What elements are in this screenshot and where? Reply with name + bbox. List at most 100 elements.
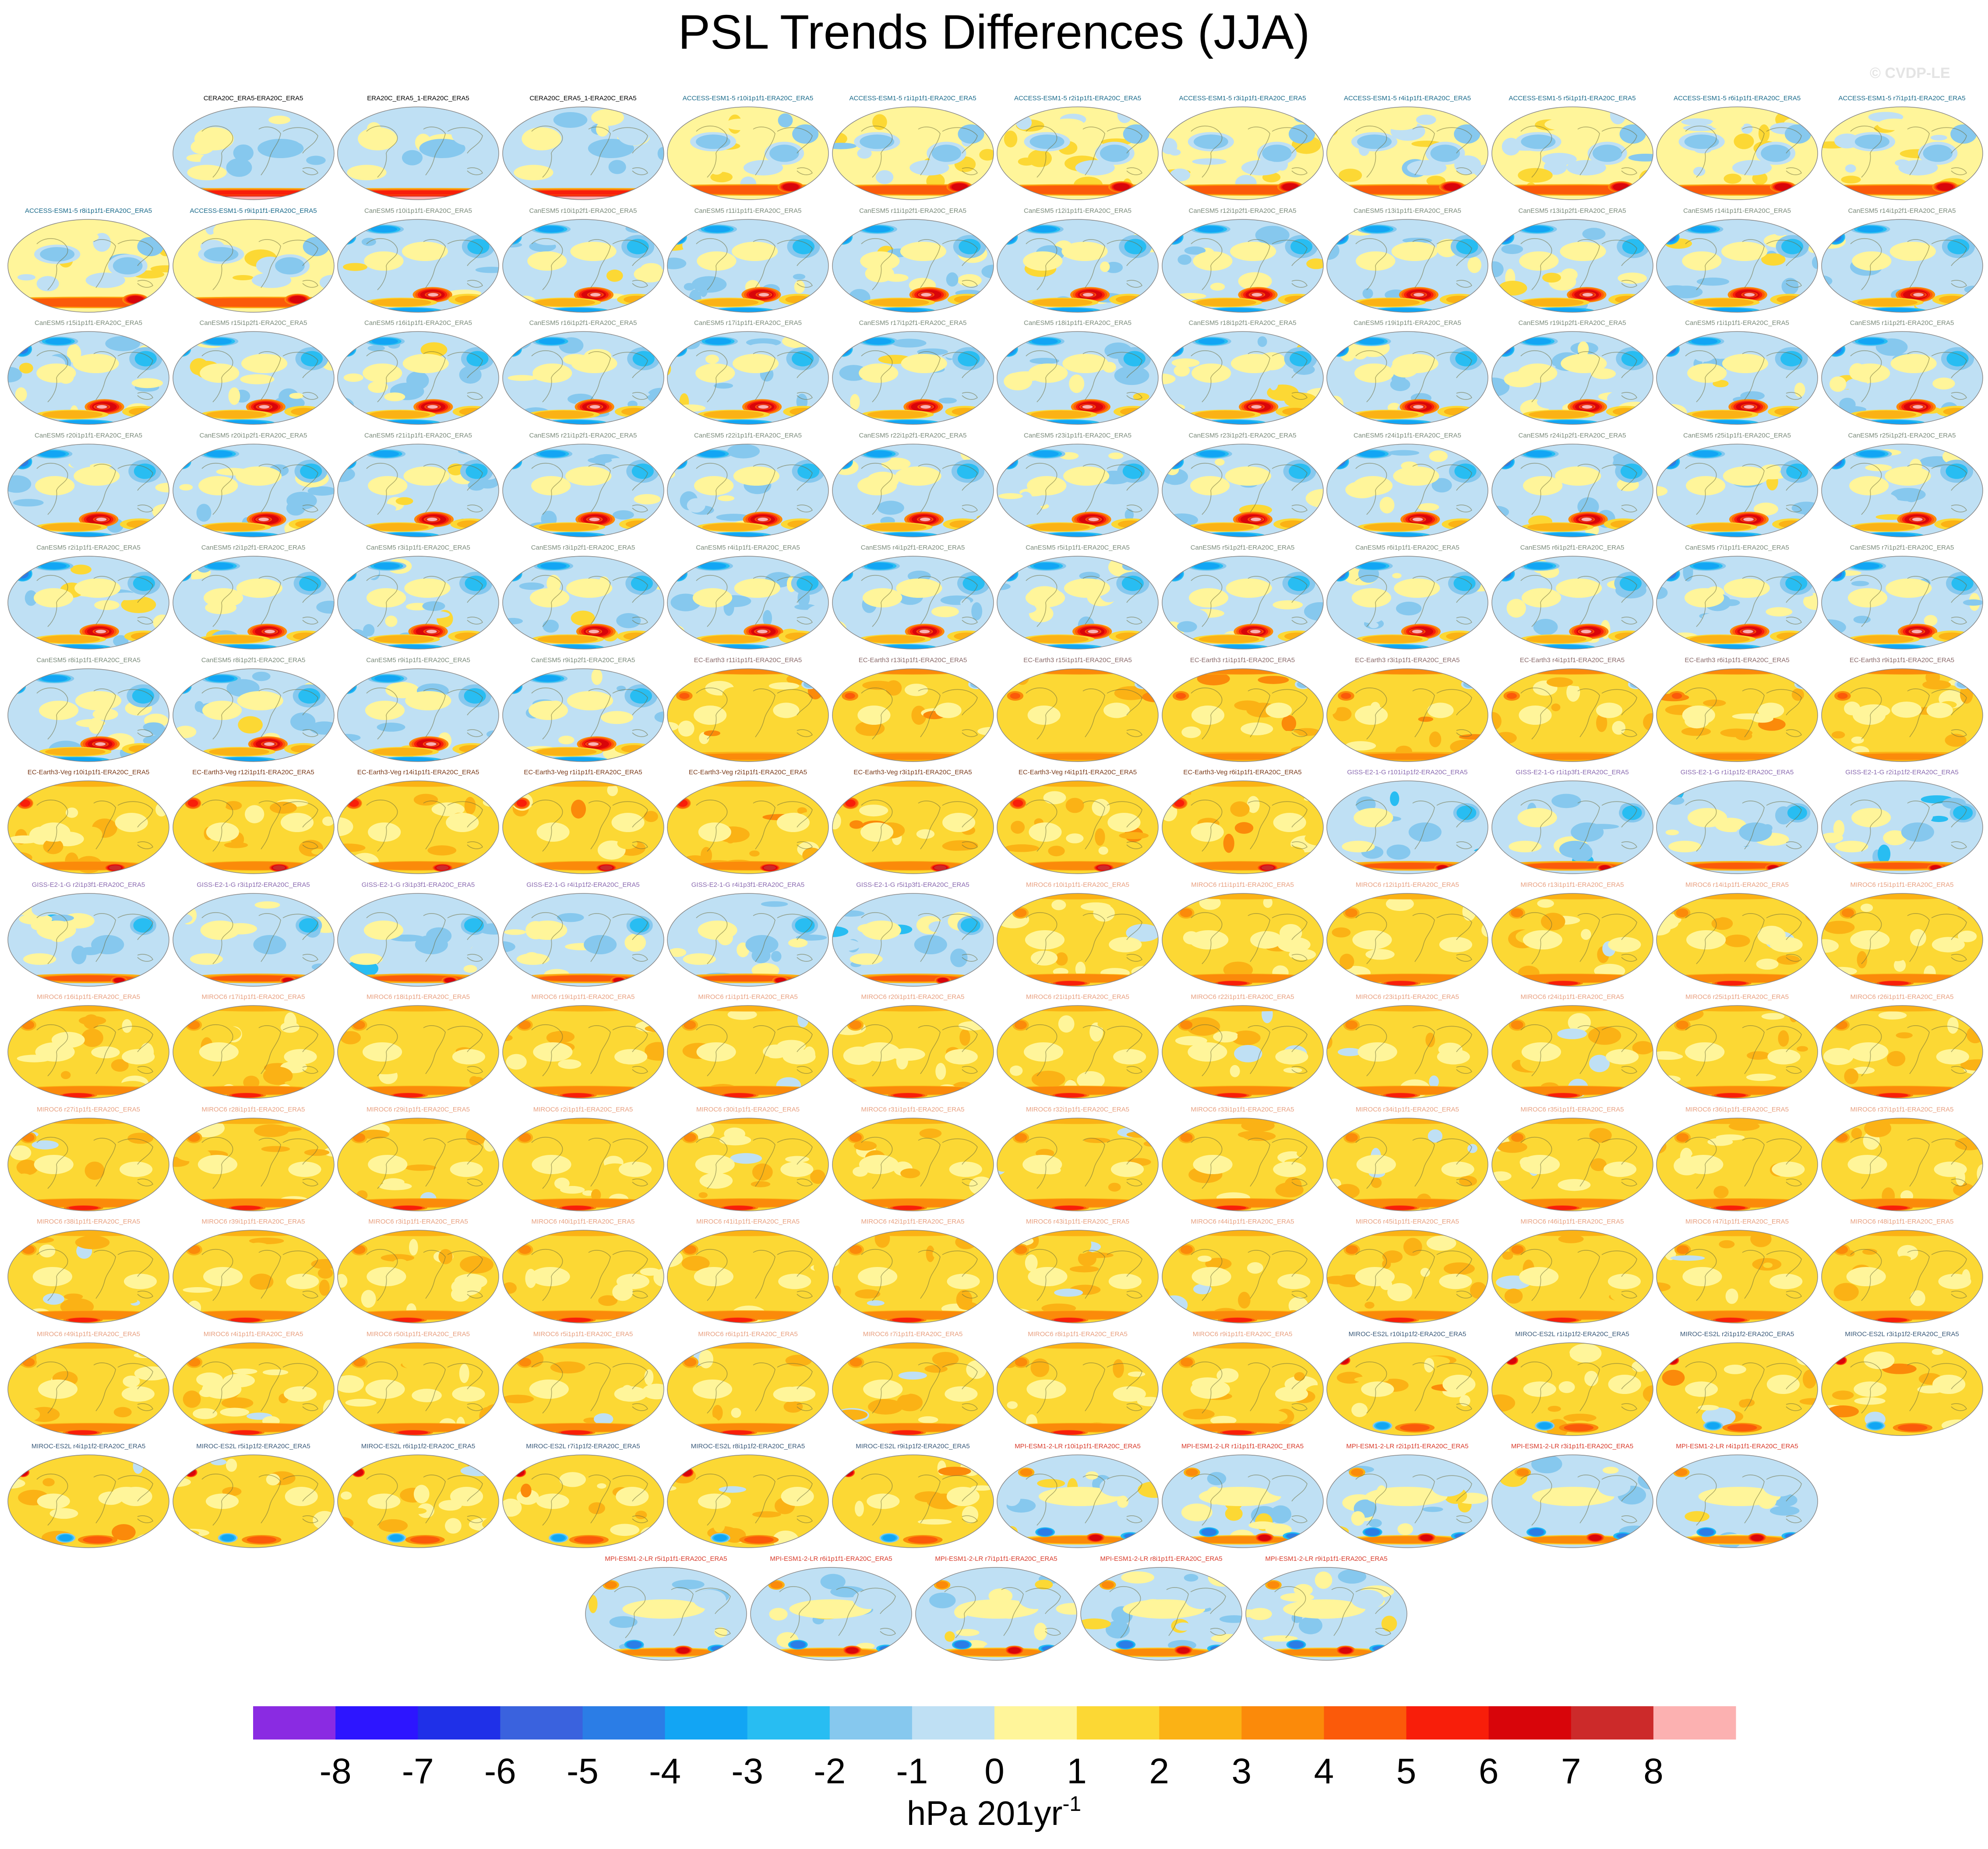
field-anomaly [1788, 127, 1808, 141]
field-anomaly [349, 799, 359, 807]
map-border [832, 556, 994, 649]
field-anomaly [197, 1154, 237, 1174]
field-anomaly [773, 702, 800, 718]
field-patch [649, 564, 664, 571]
field-anomaly [95, 629, 106, 634]
field-anomaly [358, 127, 398, 151]
map-border [832, 331, 994, 425]
coastline [696, 687, 813, 740]
field-patch [413, 794, 438, 806]
field-anomaly [803, 680, 816, 688]
field-patch [1250, 931, 1283, 949]
field-patch [1179, 635, 1191, 646]
field-patch [1975, 783, 1983, 802]
field-anomaly [743, 160, 783, 176]
map-panel: CanESM5 r23i1p1f1-ERA20C_ERA5 [995, 432, 1160, 541]
field-anomaly [1544, 118, 1578, 131]
field-anomaly [1002, 344, 1015, 354]
field-anomaly [1849, 476, 1889, 495]
field-patch [778, 113, 793, 128]
field-patch [507, 1030, 520, 1045]
field-anomaly [1580, 629, 1591, 634]
map-panel: ACCESS-ESM1-5 r7i1p1f1-ERA20C_ERA5 [1820, 95, 1984, 204]
field-patch [1005, 857, 1021, 871]
field-anomaly [909, 160, 949, 176]
panel-title: CanESM5 r8i1p1f1-ERA20C_ERA5 [36, 656, 141, 664]
field-anomaly [1858, 338, 1884, 345]
field-anomaly [1677, 1021, 1688, 1029]
field-anomaly [73, 354, 119, 373]
map-border [1161, 668, 1324, 762]
field-anomaly [1364, 226, 1390, 233]
field-anomaly [712, 1119, 789, 1123]
map-panel: EC-Earth3 r6i1p1f1-ERA20C_ERA5 [1655, 656, 1819, 766]
panel-title: CanESM5 r14i1p2f1-ERA20C_ERA5 [1848, 207, 1956, 215]
field-patch [624, 933, 646, 952]
map-border [7, 219, 169, 313]
field-patch [151, 854, 169, 868]
field-patch [1177, 254, 1191, 265]
field-patch [729, 154, 761, 164]
field-anomaly [1001, 343, 1016, 355]
field-patch [640, 263, 662, 274]
field-patch [1214, 458, 1225, 466]
field-patch [948, 1177, 958, 1196]
field-patch [938, 397, 957, 404]
field-patch [1716, 1134, 1745, 1140]
field-anomaly [1829, 569, 1842, 579]
map-border [172, 1117, 335, 1211]
coastline [696, 1024, 813, 1076]
field-anomaly [226, 231, 259, 243]
field-anomaly [1262, 145, 1292, 162]
field-anomaly [797, 575, 819, 591]
field-anomaly [39, 450, 66, 457]
field-anomaly [1718, 1206, 1743, 1210]
field-patch [1397, 960, 1421, 969]
field-anomaly [1057, 1093, 1082, 1097]
field-patch [1929, 815, 1948, 822]
map-panel: MIROC6 r18i1p1f1-ERA20C_ERA5 [336, 993, 501, 1103]
coastline [1850, 799, 1967, 852]
field-anomaly [1181, 1021, 1191, 1029]
field-patch [1126, 924, 1158, 942]
field-anomaly [1781, 238, 1804, 254]
coastline [1026, 238, 1143, 290]
field-anomaly [338, 678, 357, 694]
field-anomaly [212, 411, 261, 418]
field-background [8, 893, 169, 986]
field-anomaly [1863, 299, 1911, 306]
coastline [696, 799, 813, 852]
world-map [832, 219, 994, 313]
field-anomaly [670, 231, 685, 243]
panel-title: MIROC6 r11i1p1f1-ERA20C_ERA5 [1191, 881, 1294, 889]
field-patch [1004, 131, 1018, 148]
field-patch [976, 970, 994, 982]
field-anomaly [368, 1154, 408, 1174]
field-anomaly [132, 688, 154, 704]
field-patch [668, 948, 687, 957]
field-anomaly [627, 238, 649, 254]
field-anomaly [338, 341, 356, 357]
field-patch [368, 381, 388, 393]
field-anomaly [1219, 1093, 1244, 1097]
map-panel: CanESM5 r16i1p1f1-ERA20C_ERA5 [336, 319, 501, 429]
world-map [337, 443, 499, 537]
coastline [1520, 575, 1637, 627]
field-patch [32, 1140, 59, 1150]
field-anomaly [589, 517, 599, 521]
field-anomaly [1848, 1042, 1889, 1062]
map-border [502, 1117, 664, 1211]
field-patch [363, 624, 375, 636]
map-border [1821, 219, 1983, 313]
field-patch [1304, 602, 1323, 621]
panel-title: CanESM5 r25i1p2f1-ERA20C_ERA5 [1848, 431, 1956, 439]
world-map [1326, 443, 1488, 537]
field-anomaly [1353, 476, 1393, 495]
field-patch [1469, 903, 1488, 910]
map-border [1326, 556, 1488, 649]
field-anomaly [956, 463, 979, 479]
field-patch [900, 1168, 920, 1178]
field-anomaly [1519, 975, 1623, 981]
field-anomaly [1693, 563, 1720, 569]
field-anomaly [962, 575, 985, 591]
